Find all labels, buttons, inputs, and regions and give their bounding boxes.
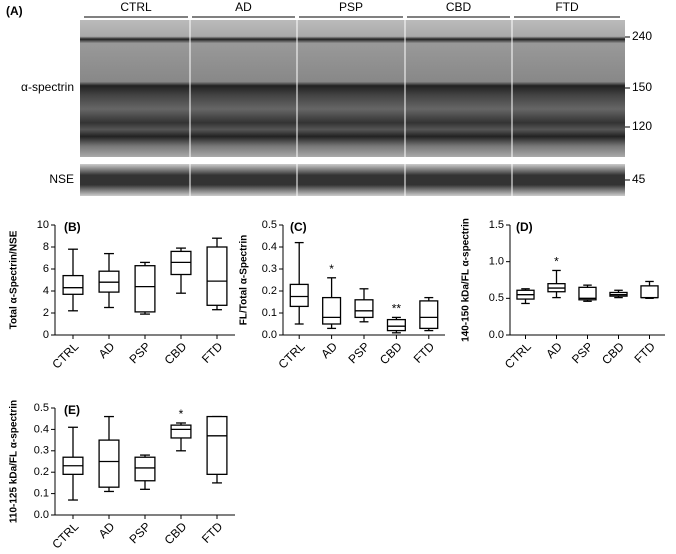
y-tick-label: 0.4: [262, 241, 277, 253]
y-tick-label: 0.5: [34, 402, 49, 414]
y-tick-label: 0.0: [262, 329, 277, 341]
y-tick-label: 0.2: [262, 285, 277, 297]
blot-image: [80, 20, 625, 157]
box: [289, 283, 309, 308]
box: [322, 296, 342, 325]
y-tick-label: 0.0: [489, 329, 504, 341]
y-tick-label: 1.0: [489, 256, 504, 268]
y-axis-label: FL/Total α-Spectrin: [239, 235, 250, 325]
y-tick-label: 0.1: [262, 307, 277, 319]
row-label: α-spectrin: [21, 80, 74, 94]
x-tick-label: CTRL: [49, 339, 81, 371]
box: [640, 285, 659, 299]
box: [206, 415, 228, 475]
y-tick-label: 4: [43, 285, 49, 297]
y-axis-label: Total α-Spectrin/NSE: [9, 230, 20, 329]
significance-mark: *: [329, 262, 334, 276]
y-tick-label: 8: [43, 241, 49, 253]
y-tick-label: 0.3: [262, 263, 277, 275]
x-tick-label: CTRL: [276, 339, 308, 371]
box: [578, 286, 597, 301]
panel-label: (A): [6, 4, 23, 18]
group-label: CTRL: [120, 0, 152, 14]
x-tick-label: AD: [318, 339, 340, 361]
row-label: NSE: [49, 172, 74, 186]
box: [134, 456, 156, 482]
x-tick-label: PSP: [126, 519, 153, 546]
y-tick-label: 0.5: [489, 292, 504, 304]
box: [354, 299, 374, 319]
group-label: CBD: [446, 0, 472, 14]
box: [170, 424, 192, 439]
box: [419, 300, 439, 330]
significance-mark: **: [392, 302, 402, 316]
y-axis-label: 140-150 kDa/FL α-spectrin: [461, 218, 472, 342]
significance-mark: *: [554, 255, 559, 269]
y-tick-label: 0: [43, 329, 49, 341]
y-tick-label: 6: [43, 263, 49, 275]
panel-label: (C): [290, 220, 307, 234]
group-label: FTD: [555, 0, 579, 14]
x-tick-label: CBD: [377, 339, 405, 367]
x-tick-label: CTRL: [49, 519, 81, 551]
group-label: PSP: [339, 0, 363, 14]
x-tick-label: AD: [96, 519, 118, 541]
y-axis-label: 110-125 kDa/FL α-spectrin: [9, 400, 20, 523]
x-tick-label: FTD: [199, 339, 226, 366]
y-tick-label: 2: [43, 307, 49, 319]
x-tick-label: PSP: [345, 339, 372, 366]
x-tick-label: AD: [96, 339, 118, 361]
group-label: AD: [235, 0, 252, 14]
panel-label: (B): [64, 220, 81, 234]
x-tick-label: FTD: [631, 339, 658, 366]
y-tick-label: 0.2: [34, 466, 49, 478]
box: [134, 265, 156, 313]
x-tick-label: CBD: [599, 339, 627, 367]
x-tick-label: CTRL: [502, 339, 534, 371]
y-tick-label: 0.0: [34, 509, 49, 521]
y-tick-label: 10: [37, 219, 49, 231]
x-tick-label: FTD: [199, 519, 226, 546]
box: [98, 439, 120, 488]
mw-marker: 45: [632, 172, 646, 186]
mw-marker: 120: [632, 119, 652, 133]
mw-marker: 150: [632, 80, 652, 94]
panel-label: (E): [64, 403, 80, 417]
x-tick-label: CBD: [162, 519, 190, 547]
x-tick-label: FTD: [411, 339, 438, 366]
x-tick-label: AD: [543, 339, 565, 361]
x-tick-label: CBD: [162, 339, 190, 367]
y-tick-label: 0.1: [34, 488, 49, 500]
panel-label: (D): [516, 220, 533, 234]
significance-mark: *: [179, 407, 184, 421]
y-tick-label: 0.3: [34, 445, 49, 457]
y-tick-label: 1.5: [489, 219, 504, 231]
y-tick-label: 0.4: [34, 423, 49, 435]
mw-marker: 240: [632, 29, 652, 43]
box: [206, 246, 228, 306]
nse-blot-image: [80, 164, 625, 196]
x-tick-label: PSP: [569, 339, 596, 366]
box: [62, 274, 84, 295]
box: [386, 318, 406, 332]
x-tick-label: PSP: [126, 339, 153, 366]
y-tick-label: 0.5: [262, 219, 277, 231]
